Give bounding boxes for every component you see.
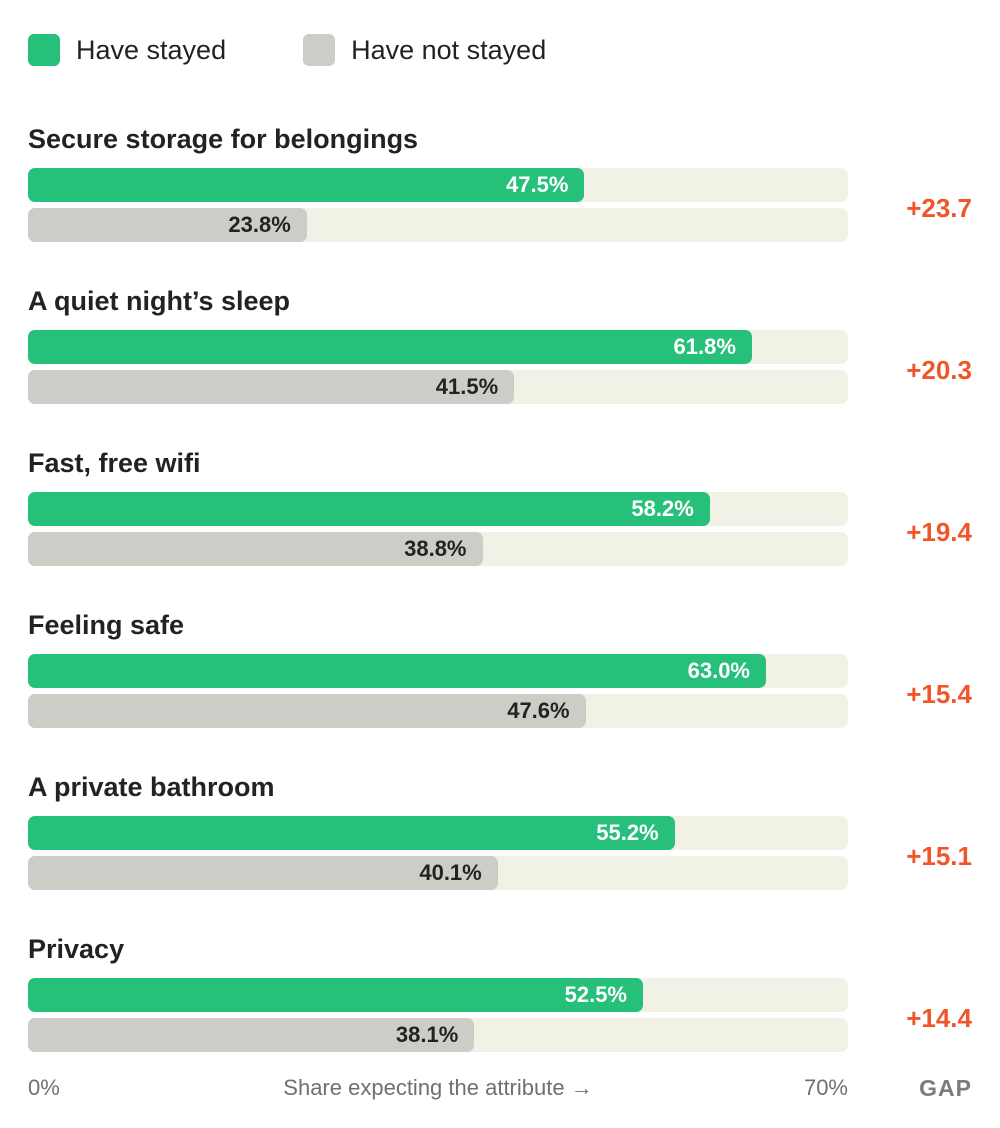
bar-track: 38.1% — [28, 1018, 848, 1052]
bar-track: 61.8% — [28, 330, 848, 364]
bar-value-label: 23.8% — [228, 212, 291, 237]
bar-have-stayed: 58.2% — [28, 492, 710, 526]
legend-label: Have stayed — [76, 34, 227, 65]
bar-value-label: 38.1% — [395, 1022, 459, 1047]
gap-column-header: GAP — [919, 1075, 972, 1101]
legend-item: Have stayed — [28, 34, 226, 66]
bar-track: 23.8% — [28, 208, 848, 242]
bar-have-stayed: 55.2% — [28, 816, 675, 850]
category-group: Privacy 52.5% 38.1% +14.4 — [0, 932, 1000, 1094]
category-label: Privacy — [28, 934, 125, 964]
bar-value-label: 41.5% — [435, 374, 499, 399]
category-label: Fast, free wifi — [28, 448, 201, 478]
bar-value-label: 47.5% — [506, 172, 569, 197]
bar-value-label: 63.0% — [687, 658, 750, 683]
bar-have-stayed: 61.8% — [28, 330, 752, 364]
bar-have-not-stayed: 38.8% — [28, 532, 483, 566]
legend: Have stayed Have not stayed — [28, 30, 623, 70]
category-label: A private bathroom — [28, 772, 275, 802]
bar-track: 52.5% — [28, 978, 848, 1012]
category-label: Feeling safe — [28, 610, 185, 640]
x-axis-max-label: 70% — [803, 1075, 848, 1100]
legend-swatch — [28, 34, 60, 66]
bar-have-not-stayed: 23.8% — [28, 208, 307, 242]
bar-value-label: 52.5% — [564, 982, 627, 1007]
category-label: Secure storage for belongings — [28, 124, 419, 154]
gap-value: +15.1 — [906, 841, 972, 871]
gap-value: +20.3 — [906, 355, 972, 385]
bar-track: 63.0% — [28, 654, 848, 688]
bar-track: 40.1% — [28, 856, 848, 890]
category-group: Feeling safe 63.0% 47.6% +15.4 — [0, 608, 1000, 770]
bar-value-label: 55.2% — [596, 820, 659, 845]
bar-track: 47.5% — [28, 168, 848, 202]
bar-have-not-stayed: 40.1% — [28, 856, 498, 890]
bar-value-label: 40.1% — [419, 860, 482, 885]
category-group: Fast, free wifi 58.2% 38.8% +19.4 — [0, 446, 1000, 608]
legend-swatch — [303, 34, 336, 66]
bar-value-label: 47.6% — [507, 698, 570, 723]
legend-label: Have not stayed — [351, 34, 547, 65]
bar-value-label: 58.2% — [631, 496, 694, 521]
gap-value: +19.4 — [906, 517, 972, 547]
bar-have-stayed: 52.5% — [28, 978, 643, 1012]
x-axis-title: Share expecting the attribute → — [283, 1075, 593, 1100]
bar-have-stayed: 47.5% — [28, 168, 585, 202]
gap-value: +23.7 — [906, 193, 972, 223]
x-axis-min-label: 0% — [28, 1075, 60, 1100]
bar-track: 47.6% — [28, 694, 848, 728]
bar-track: 58.2% — [28, 492, 848, 526]
bar-value-label: 38.8% — [404, 536, 467, 561]
bar-value-label: 61.8% — [673, 334, 736, 359]
bar-have-not-stayed: 41.5% — [28, 370, 515, 404]
category-group: A private bathroom 55.2% 40.1% +15.1 — [0, 770, 1000, 932]
bar-track: 41.5% — [28, 370, 848, 404]
bar-have-not-stayed: 38.1% — [28, 1018, 475, 1052]
gap-value: +14.4 — [906, 1003, 972, 1033]
x-axis: 0% Share expecting the attribute → 70% G… — [0, 1068, 1000, 1108]
category-label: A quiet night’s sleep — [28, 286, 291, 316]
gap-value: +15.4 — [906, 679, 972, 709]
category-group: Secure storage for belongings 47.5% 23.8% +… — [0, 122, 1000, 284]
bar-track: 55.2% — [28, 816, 848, 850]
legend-item: Have not stayed — [303, 34, 546, 66]
bar-have-stayed: 63.0% — [28, 654, 766, 688]
bar-have-not-stayed: 47.6% — [28, 694, 586, 728]
category-group: A quiet night’s sleep 61.8% 41.5% +20.3 — [0, 284, 1000, 446]
bar-track: 38.8% — [28, 532, 848, 566]
